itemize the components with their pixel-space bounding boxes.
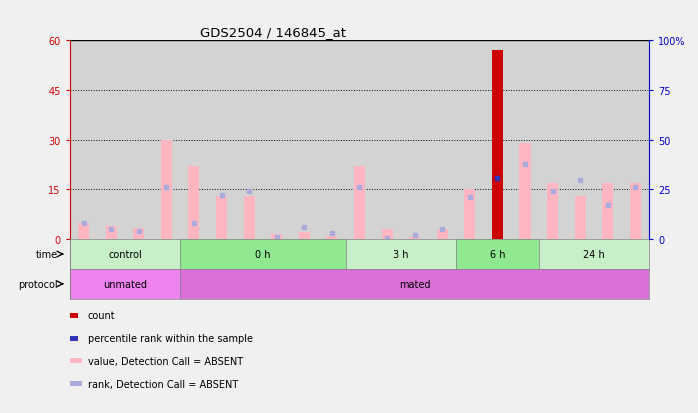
Bar xyxy=(70,240,180,269)
Bar xyxy=(456,41,484,240)
Bar xyxy=(70,41,98,240)
Text: percentile rank within the sample: percentile rank within the sample xyxy=(88,333,253,343)
Bar xyxy=(547,183,558,240)
Bar xyxy=(401,41,429,240)
Bar xyxy=(621,41,649,240)
Text: unmated: unmated xyxy=(103,279,147,289)
Text: rank, Detection Call = ABSENT: rank, Detection Call = ABSENT xyxy=(88,379,238,389)
Bar xyxy=(180,240,346,269)
Bar xyxy=(105,226,117,240)
Bar xyxy=(161,140,172,240)
Text: 6 h: 6 h xyxy=(490,249,505,259)
Text: protocol: protocol xyxy=(19,279,58,289)
Bar xyxy=(492,51,503,240)
Bar xyxy=(263,41,290,240)
Bar xyxy=(519,144,530,240)
Text: 0 h: 0 h xyxy=(255,249,271,259)
Bar xyxy=(180,41,208,240)
Bar xyxy=(456,240,539,269)
Bar xyxy=(373,41,401,240)
Text: time: time xyxy=(36,249,58,259)
Text: mated: mated xyxy=(399,279,431,289)
Bar xyxy=(594,41,621,240)
Bar xyxy=(272,235,282,240)
Text: GDS2504 / 146845_at: GDS2504 / 146845_at xyxy=(200,26,346,39)
Text: control: control xyxy=(108,249,142,259)
Bar xyxy=(346,240,456,269)
Text: 24 h: 24 h xyxy=(583,249,605,259)
Bar xyxy=(354,167,365,240)
Bar xyxy=(153,41,180,240)
Bar xyxy=(133,228,144,240)
Bar xyxy=(566,41,594,240)
Bar xyxy=(216,197,227,240)
Bar xyxy=(98,41,125,240)
Bar xyxy=(78,223,89,240)
Bar xyxy=(299,233,310,240)
Bar xyxy=(484,41,511,240)
Bar xyxy=(70,269,180,299)
Bar xyxy=(318,41,346,240)
Bar xyxy=(235,41,263,240)
Text: count: count xyxy=(88,311,116,320)
Bar xyxy=(290,41,318,240)
Bar xyxy=(180,269,649,299)
Bar xyxy=(464,190,475,240)
Bar xyxy=(429,41,456,240)
Bar xyxy=(437,230,447,240)
Text: value, Detection Call = ABSENT: value, Detection Call = ABSENT xyxy=(88,356,243,366)
Bar xyxy=(125,41,153,240)
Bar xyxy=(602,183,614,240)
Bar xyxy=(574,197,586,240)
Bar xyxy=(208,41,235,240)
Bar xyxy=(327,236,337,240)
Bar xyxy=(539,41,566,240)
Bar xyxy=(188,167,200,240)
Bar xyxy=(409,238,420,240)
Bar xyxy=(511,41,539,240)
Bar xyxy=(244,197,255,240)
Bar xyxy=(346,41,373,240)
Bar xyxy=(539,240,649,269)
Text: 3 h: 3 h xyxy=(393,249,408,259)
Bar xyxy=(630,183,641,240)
Bar xyxy=(382,230,392,240)
